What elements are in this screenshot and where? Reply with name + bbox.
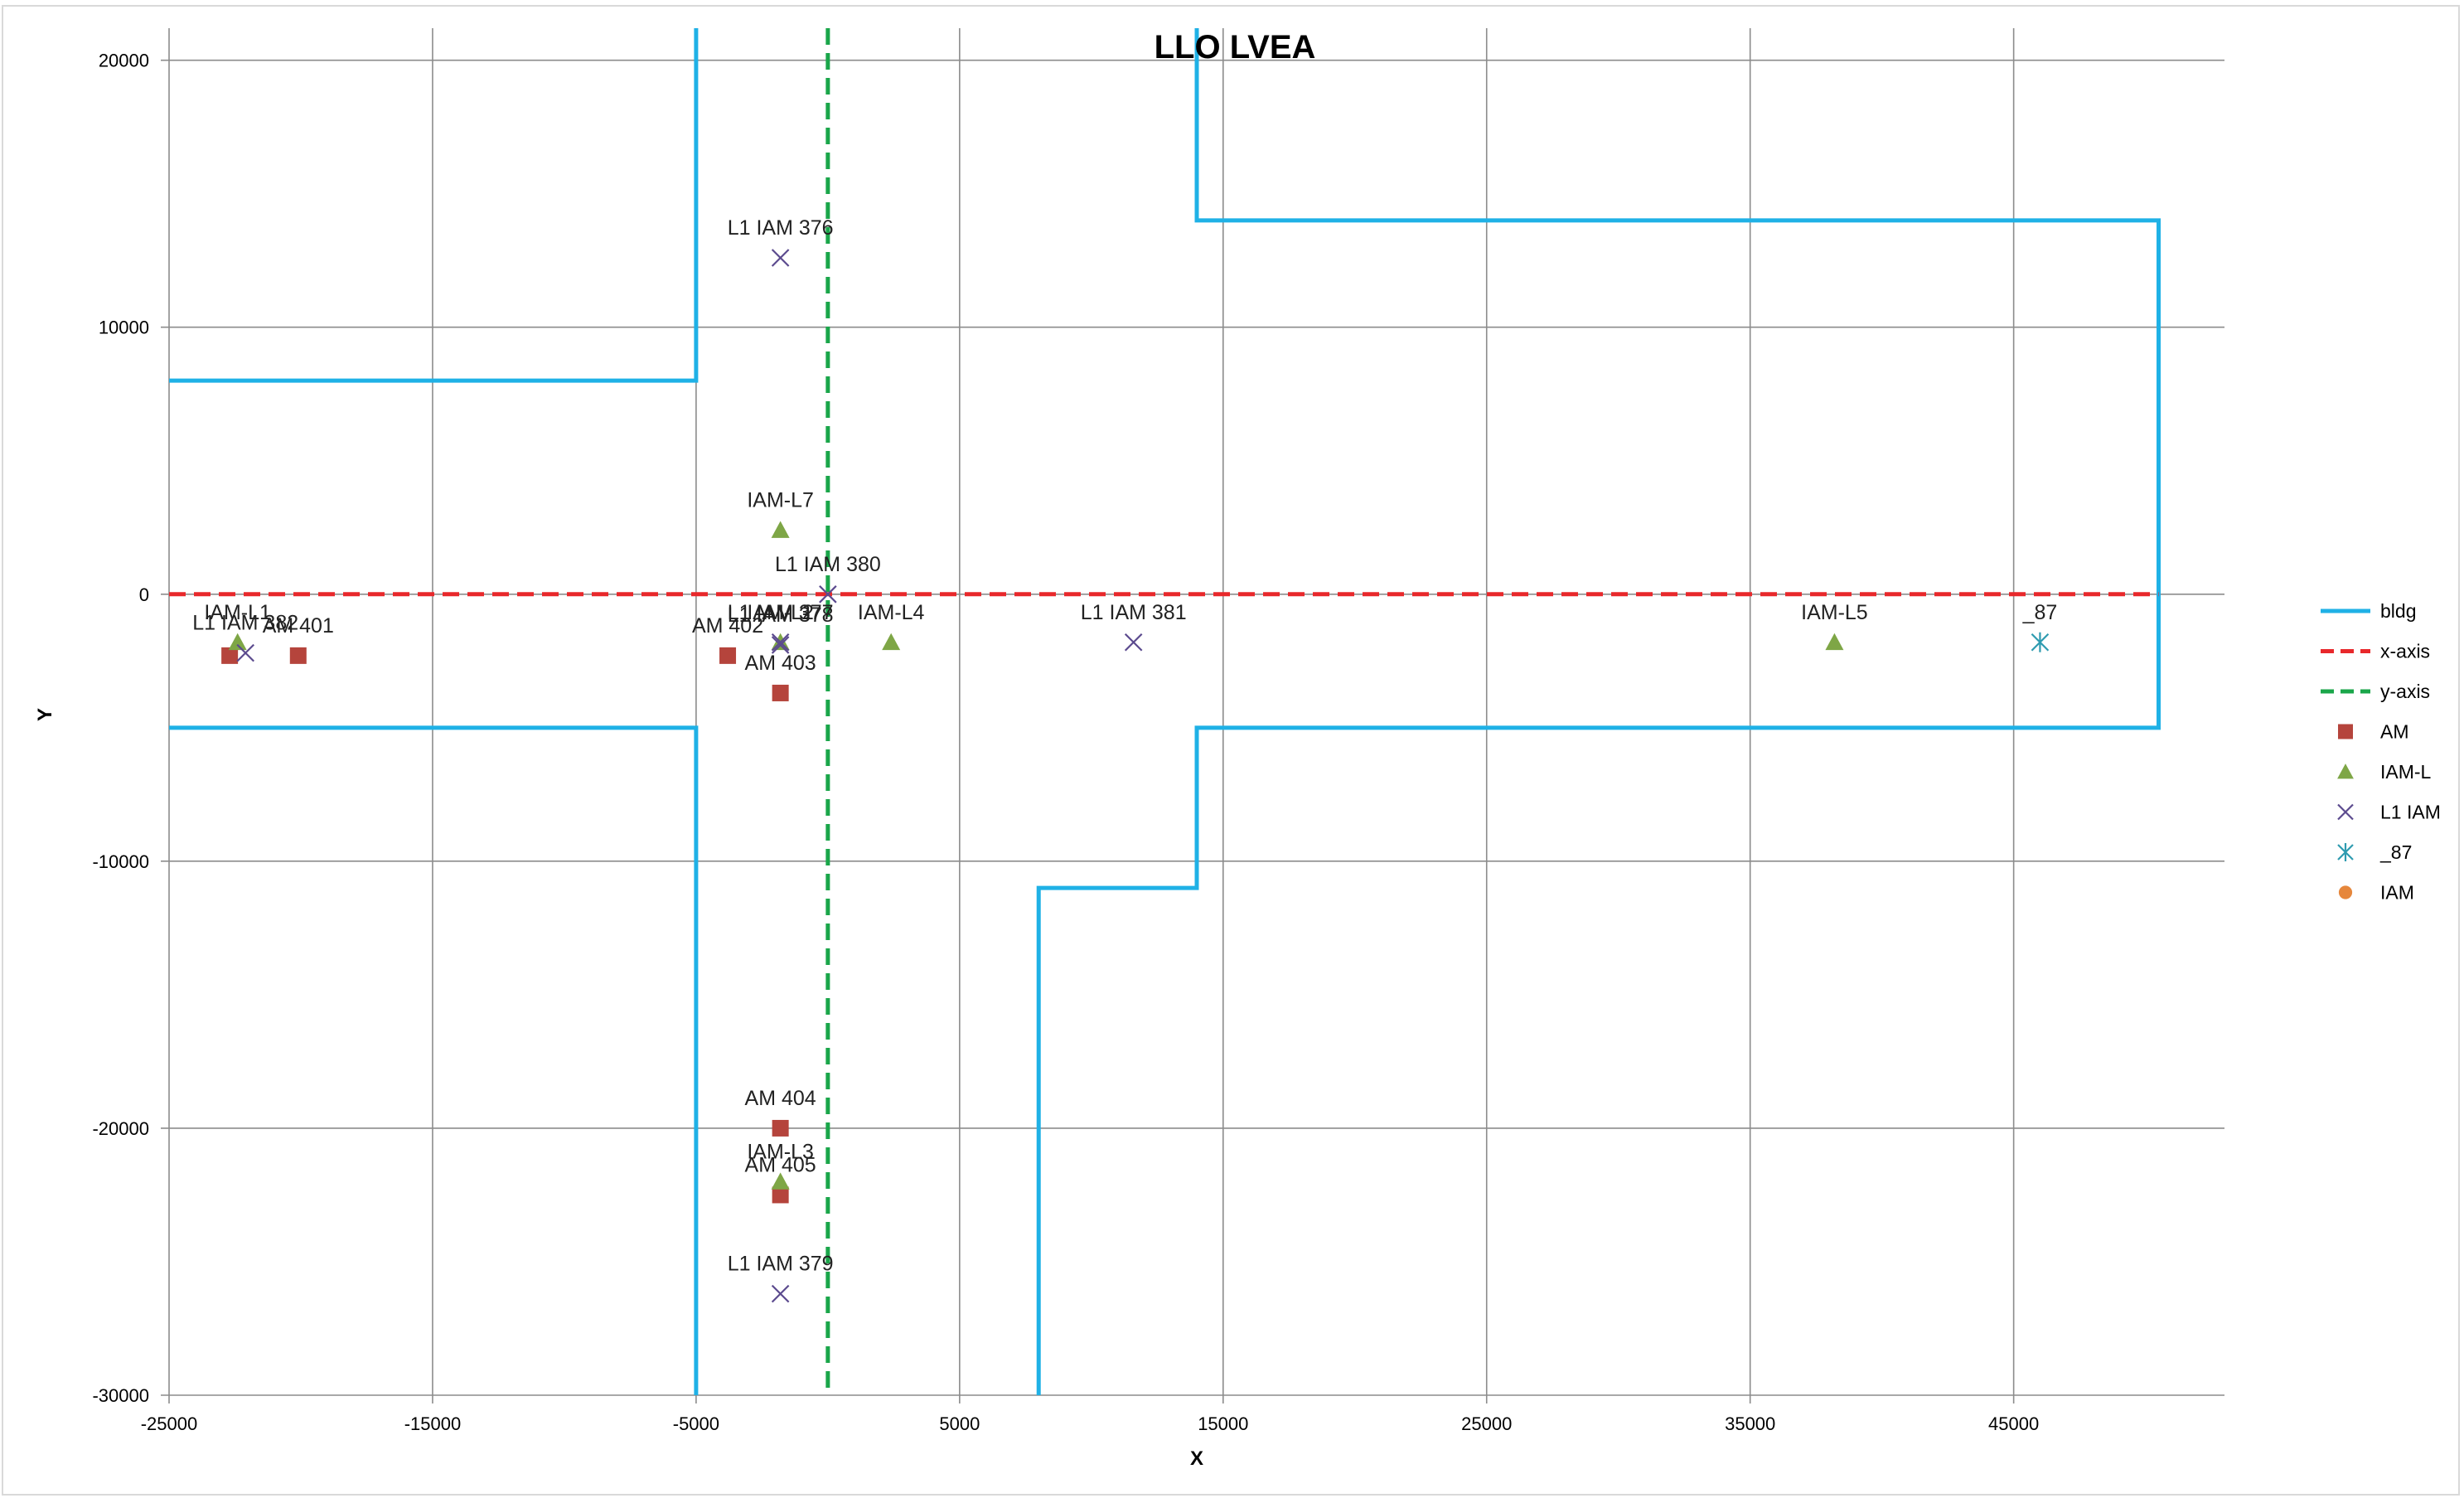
y-tick-label: -10000 — [92, 851, 149, 872]
data-label: IAM-L2 — [747, 601, 814, 624]
am-point — [221, 647, 239, 664]
l1-iam-point — [771, 1284, 790, 1303]
x-tick-label: -15000 — [404, 1413, 462, 1434]
iam-l-point — [228, 633, 247, 651]
x-tick-label: 45000 — [1988, 1413, 2039, 1434]
legend: bldg x-axis y-axis AM IAM-L L1 IAM _87 IAM — [2321, 600, 2441, 904]
data-label: L1 IAM 378 — [728, 604, 834, 627]
data-label: IAM-L3 — [747, 1140, 814, 1163]
legend-label: bldg — [2380, 600, 2416, 622]
legend-label: x-axis — [2380, 641, 2430, 662]
legend-label: _87 — [2379, 841, 2412, 863]
iam-l-point — [771, 1172, 790, 1190]
x-tick-label: 35000 — [1725, 1413, 1775, 1434]
data-label: L1 IAM 379 — [728, 1253, 834, 1276]
legend-swatch-iam — [2338, 885, 2353, 899]
legend-swatch-iam-l — [2337, 764, 2354, 779]
am-point — [772, 1186, 789, 1204]
data-label: IAM-L1 — [204, 601, 271, 624]
l1-iam-point — [1124, 633, 1143, 652]
data-label: L1 IAM 377 — [728, 601, 834, 624]
bldg-outline — [1036, 28, 2161, 1395]
tick-labels: -25000 -15000 -5000 5000 15000 25000 35000 4500… — [92, 51, 2039, 1434]
y-axis-title: Y — [34, 708, 56, 721]
chart-title: LLO LVEA — [1155, 29, 1316, 65]
data-label: IAM-L4 — [858, 601, 925, 624]
marker-series — [221, 249, 2050, 1303]
data-label: _87 — [2022, 601, 2058, 624]
bldg-outline — [169, 725, 699, 1395]
data-label: AM 402 — [692, 614, 763, 637]
y-tick-label: 10000 — [99, 318, 149, 338]
legend-swatch--87 — [2337, 843, 2354, 861]
legend-label: AM — [2380, 721, 2409, 743]
legend-label: y-axis — [2380, 681, 2430, 702]
legend-label: IAM — [2380, 882, 2414, 904]
data-label: L1 IAM 381 — [1081, 601, 1187, 624]
data-label: AM 405 — [745, 1153, 816, 1176]
l1-iam-point — [819, 585, 837, 604]
legend-label: L1 IAM — [2380, 802, 2441, 823]
legend-label: IAM-L — [2380, 761, 2432, 783]
x-tick-label: -25000 — [141, 1413, 198, 1434]
iam-l-point — [882, 633, 901, 651]
data-label: AM 403 — [745, 652, 816, 675]
chart-frame — [2, 5, 2460, 1496]
am-point — [719, 647, 737, 664]
am-point — [772, 684, 789, 701]
data-label: IAM-L7 — [747, 488, 814, 511]
gridlines — [161, 28, 2224, 1403]
iam-l-point — [771, 521, 790, 538]
legend-swatch-am — [2338, 724, 2353, 739]
data-label: IAM-L5 — [1801, 601, 1868, 624]
x-axis-title: X — [1190, 1447, 1203, 1470]
bldg-outline — [169, 28, 699, 383]
l1-iam-point — [771, 636, 790, 654]
data-labels: AM 401 AM 402 AM 403 AM 404 AM 405 IAM-L1 IAM-… — [192, 216, 2057, 1276]
am-point — [289, 647, 307, 664]
line-series — [169, 28, 2161, 1395]
data-label: L1 IAM 376 — [728, 216, 834, 240]
legend-swatch-l1-iam — [2337, 803, 2354, 821]
y-tick-label: 0 — [139, 584, 149, 605]
data-label: AM 401 — [263, 614, 334, 637]
-87-point — [2031, 632, 2050, 652]
x-tick-label: 5000 — [939, 1413, 980, 1434]
data-label: AM 404 — [745, 1087, 816, 1110]
x-tick-label: 15000 — [1198, 1413, 1248, 1434]
y-tick-label: -20000 — [92, 1118, 149, 1139]
l1-iam-point — [771, 633, 790, 652]
iam-l-point — [1825, 633, 1844, 651]
x-tick-label: 25000 — [1461, 1413, 1512, 1434]
x-tick-label: -5000 — [673, 1413, 719, 1434]
am-point — [772, 1119, 789, 1137]
l1-iam-point — [236, 643, 254, 662]
l1-iam-point — [771, 249, 790, 267]
data-label: L1 IAM 382 — [192, 612, 298, 635]
y-tick-label: 20000 — [99, 51, 149, 71]
y-tick-label: -30000 — [92, 1385, 149, 1406]
data-label: L1 IAM 380 — [775, 553, 881, 576]
